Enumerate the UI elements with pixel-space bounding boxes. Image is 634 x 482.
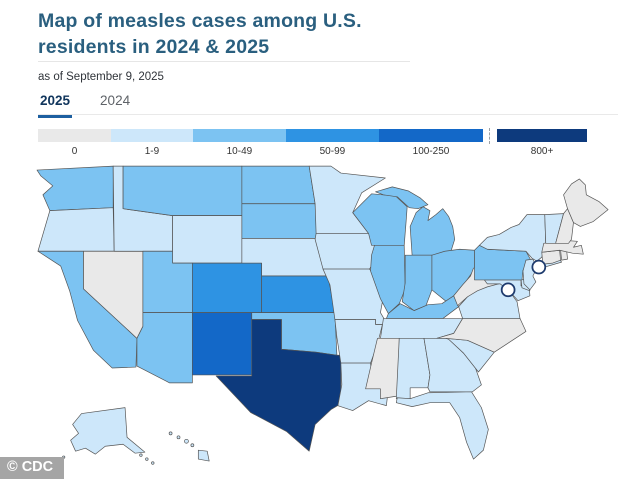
state-alabama[interactable] [395,337,431,400]
state-arizona[interactable] [136,312,193,384]
state-wyoming[interactable] [172,215,243,264]
state-oregon[interactable] [37,207,115,252]
state-new-mexico[interactable] [192,312,253,376]
legend-label: 50-99 [319,146,346,157]
state-wisconsin[interactable] [352,193,408,246]
state-hawaii[interactable] [168,431,210,462]
state-massachusetts[interactable] [541,239,584,255]
district-of-columbia-marker[interactable] [500,282,516,298]
state-maryland[interactable] [484,279,531,302]
state-colorado[interactable] [192,262,263,313]
legend-category-50-99: 50-99 [285,129,379,157]
cdc-watermark: © CDC [0,457,65,479]
page-title: Map of measles cases among U.S. resident… [38,10,362,58]
legend-label: 10-49 [226,146,253,157]
legend-swatch [378,129,484,142]
legend-category-100-250: 100-250 [378,129,484,157]
state-montana[interactable] [122,165,243,216]
state-maine[interactable] [563,178,609,227]
state-florida[interactable] [395,391,489,460]
legend-category-800+: 800+ [497,129,588,157]
legend-swatch [38,129,111,142]
legend-label: 0 [71,146,78,157]
state-north-carolina[interactable] [436,318,527,353]
legend-category-10-49: 10-49 [192,129,286,157]
legend-label: 1-9 [144,146,160,157]
legend-category-1-9: 1-9 [111,129,193,157]
legend-label: 100-250 [412,146,450,157]
state-washington[interactable] [36,165,114,211]
new-york-city-marker[interactable] [531,259,547,275]
legend-scale-break [483,128,497,144]
tab-2025[interactable]: 2025 [38,93,73,118]
state-michigan[interactable] [375,186,456,256]
year-tabs: 2025 2024 [38,93,132,118]
state-south-dakota[interactable] [241,203,319,239]
legend-swatch [285,129,379,142]
legend-category-0: 0 [38,129,111,157]
legend-swatch [497,129,588,142]
us-map [34,164,618,481]
legend-label: 800+ [530,146,554,157]
legend-swatch [111,129,193,142]
state-north-dakota[interactable] [241,165,316,205]
state-texas[interactable] [215,319,342,452]
legend-row: 0 1-9 10-49 50-99 100-250 800+ [38,128,588,157]
state-indiana[interactable] [401,254,433,311]
state-kansas[interactable] [261,275,336,313]
title-divider [38,61,410,62]
legend: 0 1-9 10-49 50-99 100-250 800+ [38,128,588,157]
as-of-date: as of September 9, 2025 [38,71,164,83]
tab-2024[interactable]: 2024 [100,93,131,108]
state-kentucky[interactable] [386,295,459,319]
legend-swatch [192,129,286,142]
state-minnesota[interactable] [308,165,386,234]
tabs-divider [38,114,618,115]
